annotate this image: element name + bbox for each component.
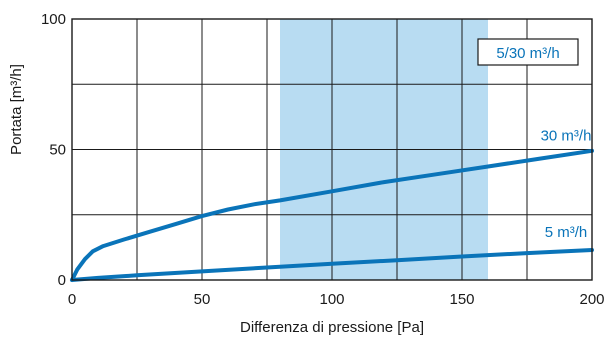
series-label-1: 5 m³/h [545, 224, 588, 241]
annotation-text: 5/30 m³/h [496, 45, 559, 62]
series-label-layer: 30 m³/h 5 m³/h [541, 128, 592, 242]
annotation-box [477, 38, 579, 66]
y-axis-title: Portata [m³/h] [8, 64, 25, 155]
plot-frame [71, 18, 593, 281]
x-tick-label: 50 [194, 291, 211, 308]
annotation-badge: 5/30 m³/h [477, 38, 579, 66]
x-tick-label: 200 [579, 291, 604, 308]
x-tick-label: 150 [449, 291, 474, 308]
x-axis-title: Differenza di pressione [Pa] [240, 319, 424, 336]
series-line-1 [70, 248, 594, 282]
y-tick-label: 100 [41, 11, 66, 28]
x-tick-label: 100 [319, 291, 344, 308]
y-tick-label: 50 [49, 142, 66, 159]
series-line-0 [70, 148, 594, 282]
series-label-0: 30 m³/h [541, 128, 592, 145]
tick-label-layer: 0 50 100 150 200 0 50 100 [41, 11, 605, 308]
y-tick-label: 0 [58, 272, 66, 289]
series-layer [70, 148, 594, 282]
x-tick-label: 0 [68, 291, 76, 308]
